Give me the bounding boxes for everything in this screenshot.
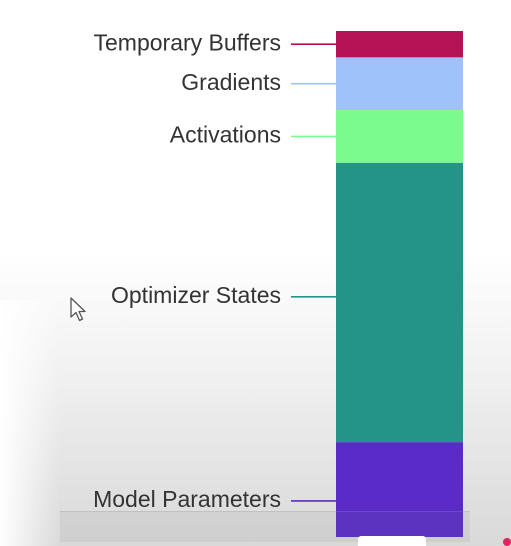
mouse-cursor-icon bbox=[70, 297, 86, 322]
legend-label-temporary-buffers: Temporary Buffers bbox=[94, 29, 281, 55]
legend-label-gradients: Gradients bbox=[181, 69, 281, 95]
background-shade bbox=[0, 300, 60, 546]
legend-label-activations: Activations bbox=[170, 121, 281, 147]
legend-label-model-parameters: Model Parameters bbox=[93, 486, 281, 512]
bar-segment-temporary-buffers bbox=[336, 31, 463, 58]
legend-label-optimizer-states: Optimizer States bbox=[111, 282, 281, 308]
bottom-divider bbox=[60, 511, 470, 512]
bar-segment-gradients bbox=[336, 57, 463, 111]
bar-segment-optimizer-states bbox=[336, 162, 463, 443]
label-group: Model Parameters Optimizer States Activati… bbox=[93, 29, 336, 512]
bar-group bbox=[336, 31, 463, 537]
player-tab bbox=[358, 536, 426, 546]
bar-segment-activations bbox=[336, 110, 463, 163]
bar-segment-model-parameters bbox=[336, 442, 463, 537]
progress-marker bbox=[503, 538, 511, 546]
